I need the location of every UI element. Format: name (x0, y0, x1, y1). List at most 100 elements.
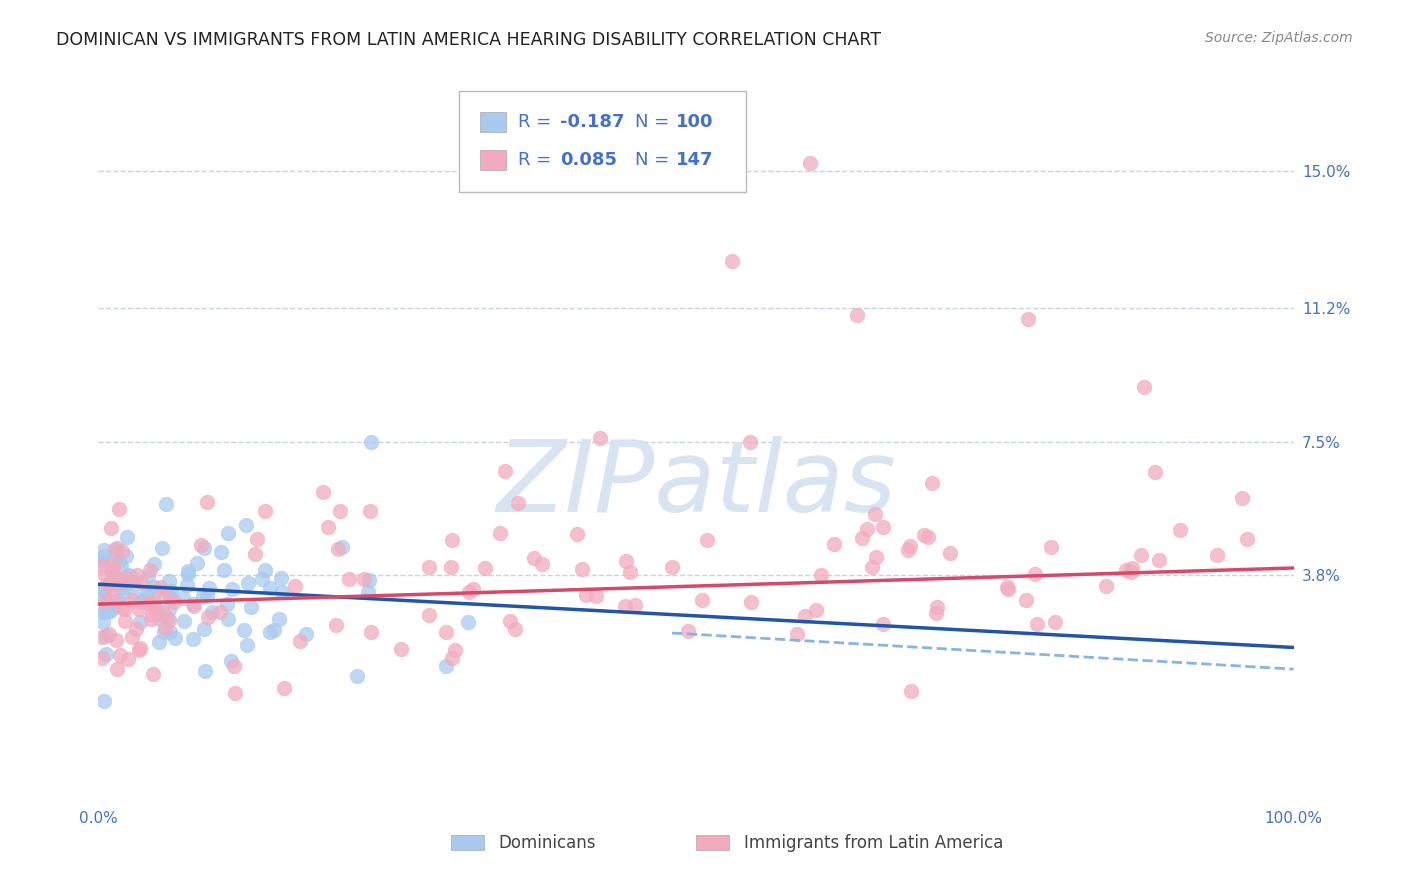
Point (104, 632, 127, 647)
Point (183, 599, 205, 614)
Point (443, 642, 465, 657)
Point (155, 497, 177, 511)
Point (111, 585, 134, 599)
Point (121, 630, 143, 644)
Point (389, 642, 412, 657)
Point (128, 615, 150, 629)
Point (360, 624, 382, 639)
Point (115, 549, 138, 564)
Point (94, 629, 117, 643)
Point (101, 561, 124, 575)
Point (441, 650, 464, 665)
Point (129, 640, 152, 655)
Point (129, 595, 152, 609)
Point (236, 576, 259, 591)
Text: 100: 100 (676, 113, 713, 131)
Point (143, 599, 166, 614)
Point (157, 602, 180, 616)
Point (253, 504, 276, 518)
Point (418, 607, 440, 622)
Point (1017, 311, 1039, 326)
Point (284, 579, 307, 593)
Point (157, 614, 180, 628)
Point (1144, 465, 1167, 479)
Point (101, 557, 124, 571)
Point (143, 580, 166, 594)
Point (294, 626, 316, 640)
Point (623, 598, 645, 612)
Point (589, 431, 612, 445)
Point (872, 617, 894, 632)
Point (997, 582, 1019, 597)
Point (329, 504, 352, 518)
Point (181, 597, 204, 611)
Point (1168, 524, 1191, 538)
Point (93, 605, 115, 619)
Point (316, 520, 339, 534)
Point (193, 664, 215, 678)
Point (740, 594, 762, 608)
Text: N =: N = (636, 113, 675, 131)
Point (91, 582, 114, 596)
Point (114, 614, 136, 628)
Point (1015, 592, 1038, 607)
Point (143, 596, 166, 610)
Point (1121, 561, 1143, 575)
Point (159, 625, 181, 640)
Text: ZIPatlas: ZIPatlas (496, 436, 896, 533)
Point (103, 542, 125, 557)
Point (91, 552, 114, 566)
Point (138, 584, 160, 599)
Point (141, 607, 163, 622)
Point (176, 578, 198, 592)
Point (104, 572, 127, 586)
Point (661, 560, 683, 574)
Point (108, 648, 131, 662)
Text: -0.187: -0.187 (560, 113, 624, 131)
Point (810, 567, 832, 582)
Point (939, 546, 962, 560)
Point (111, 544, 134, 558)
Point (1039, 540, 1062, 554)
Point (101, 566, 124, 580)
Point (91, 630, 114, 644)
Point (125, 622, 148, 636)
Point (197, 581, 219, 595)
FancyBboxPatch shape (460, 91, 747, 193)
Point (94, 648, 117, 662)
Point (208, 605, 231, 619)
Point (111, 601, 134, 615)
Point (359, 504, 381, 518)
Point (177, 564, 200, 578)
Point (191, 590, 214, 604)
Point (1133, 380, 1156, 394)
Point (270, 584, 292, 599)
Point (503, 622, 526, 636)
Point (856, 522, 879, 536)
Point (267, 612, 290, 626)
Point (114, 602, 136, 616)
Point (1230, 491, 1253, 505)
Point (439, 560, 461, 574)
Text: DOMINICAN VS IMMIGRANTS FROM LATIN AMERICA HEARING DISABILITY CORRELATION CHART: DOMINICAN VS IMMIGRANTS FROM LATIN AMERI… (56, 31, 882, 49)
Point (201, 605, 224, 619)
Point (690, 592, 713, 607)
Point (160, 584, 183, 599)
Point (149, 612, 172, 626)
Point (105, 545, 128, 559)
Point (259, 624, 281, 639)
Point (91, 559, 114, 574)
Point (434, 659, 457, 673)
Point (506, 496, 529, 510)
Point (160, 591, 183, 606)
Point (105, 541, 128, 555)
Point (1147, 553, 1170, 567)
Point (114, 580, 136, 594)
Point (865, 549, 887, 564)
Point (128, 642, 150, 657)
Point (212, 563, 235, 577)
Point (94, 579, 117, 593)
Point (418, 560, 440, 574)
Point (101, 599, 124, 613)
Point (127, 568, 149, 582)
